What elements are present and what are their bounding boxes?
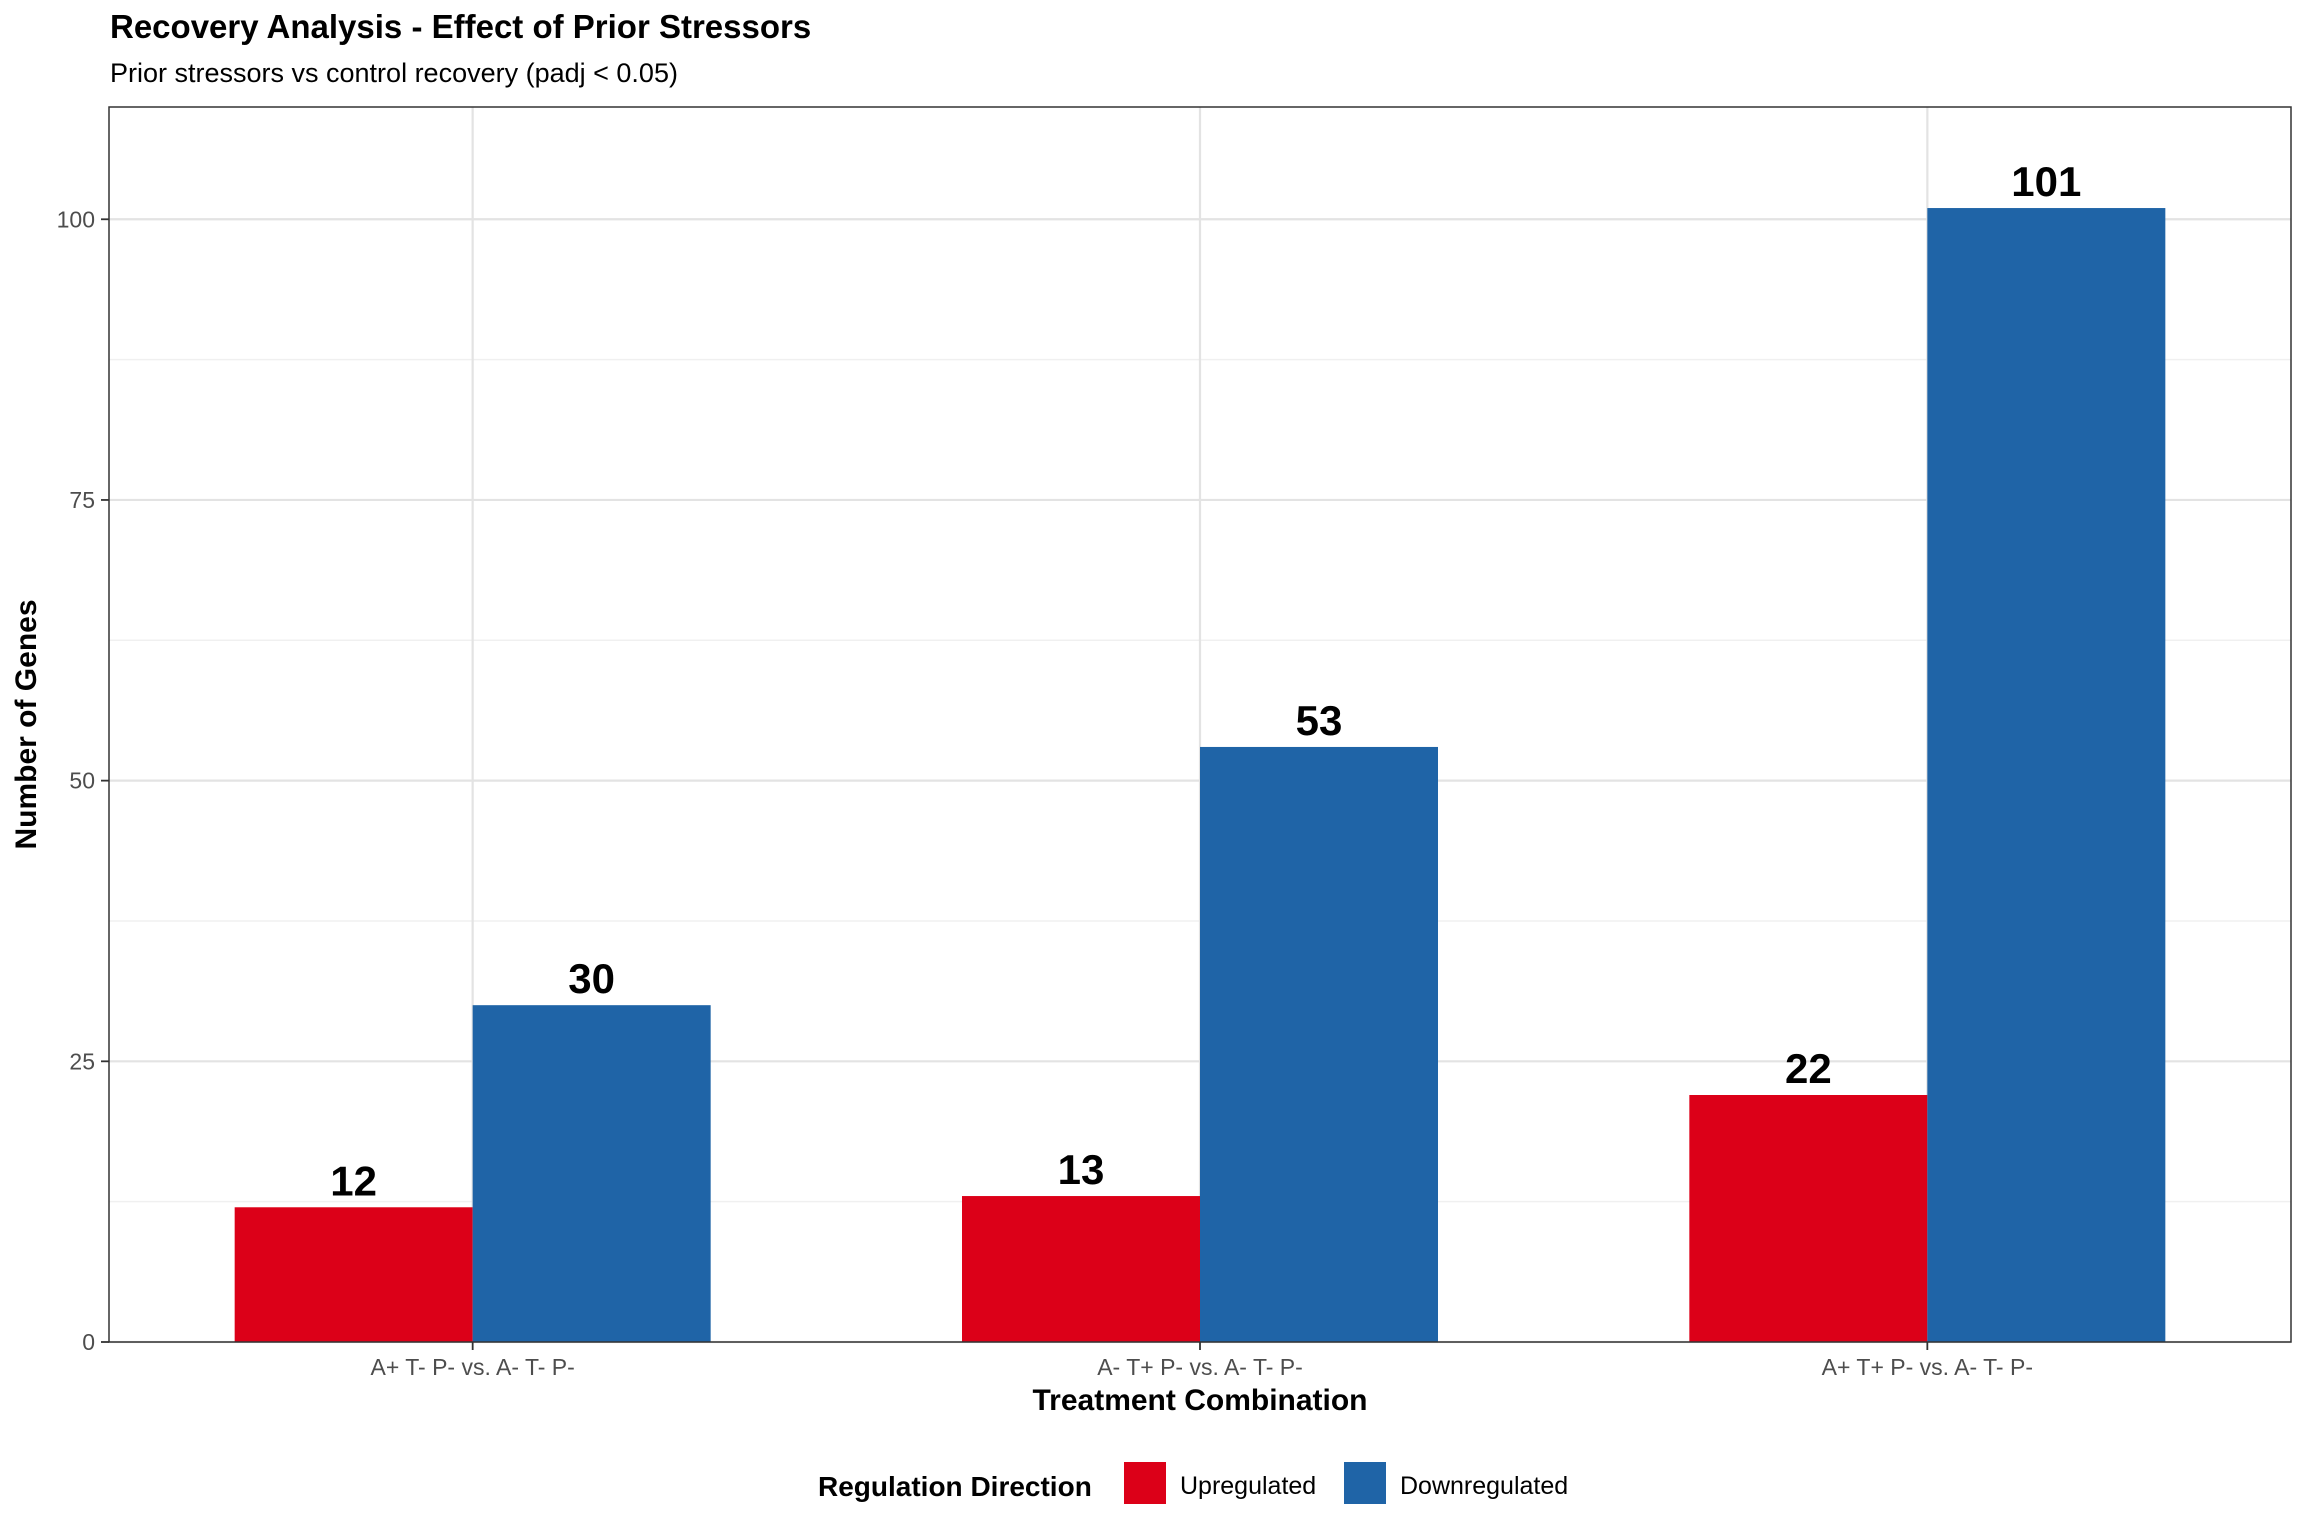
legend-title: Regulation Direction bbox=[818, 1471, 1092, 1502]
legend: Regulation Direction Upregulated Downreg… bbox=[818, 1462, 1568, 1504]
legend-label-upregulated: Upregulated bbox=[1180, 1472, 1316, 1500]
y-tick-label: 0 bbox=[82, 1329, 95, 1355]
legend-swatch-upregulated bbox=[1124, 1462, 1166, 1504]
x-tick-label: A+ T+ P- vs. A- T- P- bbox=[1822, 1354, 2033, 1380]
y-tick-label: 75 bbox=[69, 487, 95, 513]
y-tick-label: 25 bbox=[69, 1048, 95, 1074]
bars bbox=[234, 208, 2166, 1343]
data-label: 53 bbox=[1296, 697, 1343, 744]
legend-swatch-downregulated bbox=[1344, 1462, 1386, 1504]
data-labels: 12 13 22 30 53 101 bbox=[330, 158, 2081, 1204]
data-label: 30 bbox=[568, 955, 615, 1002]
chart-subtitle: Prior stressors vs control recovery (pad… bbox=[110, 58, 678, 88]
x-axis-title: Treatment Combination bbox=[1032, 1384, 1367, 1417]
bar-downregulated bbox=[472, 1005, 711, 1342]
bar-upregulated bbox=[962, 1196, 1200, 1342]
bar-downregulated bbox=[1927, 208, 2166, 1343]
x-tick-label: A+ T- P- vs. A- T- P- bbox=[371, 1354, 575, 1380]
chart-title: Recovery Analysis - Effect of Prior Stre… bbox=[110, 8, 812, 45]
y-tick-label: 50 bbox=[69, 768, 95, 794]
bar-upregulated bbox=[234, 1207, 473, 1342]
y-axis-title: Number of Genes bbox=[10, 599, 43, 849]
axes: 0 25 50 75 100 A+ T- P- vs. A- T- P- A- T+ P- … bbox=[57, 206, 2033, 1380]
x-tick-label: A- T+ P- vs. A- T- P- bbox=[1097, 1354, 1303, 1380]
data-label: 22 bbox=[1785, 1045, 1832, 1092]
data-label: 12 bbox=[330, 1157, 377, 1204]
legend-label-downregulated: Downregulated bbox=[1400, 1472, 1568, 1500]
data-label: 13 bbox=[1058, 1146, 1105, 1193]
bar-downregulated bbox=[1200, 746, 1438, 1342]
y-tick-label: 100 bbox=[57, 206, 95, 232]
bar-upregulated bbox=[1689, 1095, 1928, 1342]
data-label: 101 bbox=[2011, 158, 2081, 205]
